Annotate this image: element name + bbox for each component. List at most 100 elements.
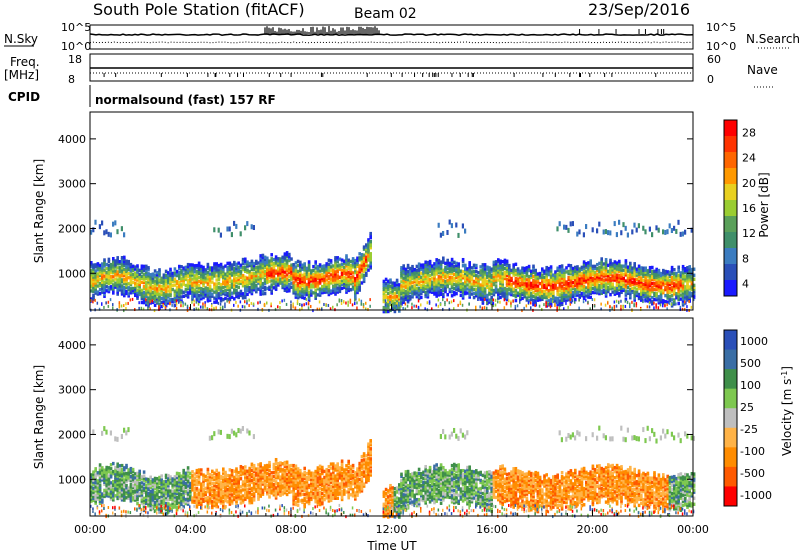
range-cell [103, 230, 105, 235]
range-cell [352, 303, 354, 306]
range-cell [160, 505, 162, 508]
range-cell [110, 232, 112, 237]
range-cell [407, 264, 410, 267]
noise-left-tick-bottom: 10^0 [61, 40, 91, 53]
range-cell [279, 301, 281, 304]
range-cell [438, 223, 440, 228]
range-cell [174, 304, 176, 307]
range-cell [354, 302, 356, 305]
velocity-heatmap [90, 426, 695, 519]
range-cell [559, 307, 561, 310]
range-cell [653, 306, 655, 309]
range-cell [213, 227, 215, 232]
colorbar-swatch [724, 264, 737, 281]
range-cell [534, 269, 537, 272]
range-cell [101, 504, 103, 507]
range-cell [607, 302, 609, 305]
range-cell [541, 308, 543, 311]
range-cell [226, 227, 228, 232]
range-cell [475, 264, 478, 267]
range-cell [499, 301, 501, 304]
range-cell [627, 301, 629, 304]
range-cell [515, 263, 518, 266]
range-cell [182, 304, 184, 307]
mhz-label: [MHz] [4, 68, 39, 82]
range-cell [649, 305, 651, 308]
range-cell [442, 257, 445, 260]
range-cell [101, 431, 103, 436]
range-cell [178, 299, 180, 302]
range-cell [193, 300, 195, 303]
station-title: South Pole Station (fitACF) [93, 0, 305, 19]
range-cell [288, 253, 291, 256]
range-cell [482, 307, 484, 310]
range-cell [495, 284, 498, 287]
range-cell [308, 260, 311, 263]
colorbar-swatch [724, 152, 737, 169]
range-cell [607, 230, 609, 235]
range-cell [125, 307, 127, 310]
range-cell [103, 426, 105, 431]
range-cell [420, 303, 422, 306]
range-cell [396, 279, 399, 282]
range-cell [622, 306, 624, 309]
range-cell [116, 437, 118, 442]
power-colorbar-label: Power [dB] [757, 172, 771, 237]
range-cell [642, 226, 644, 231]
range-cell [339, 298, 341, 301]
range-cell [651, 301, 653, 304]
range-cell [457, 304, 459, 307]
range-cell [567, 228, 569, 233]
range-cell [455, 223, 457, 228]
range-cell [451, 300, 453, 303]
range-cell [292, 303, 294, 306]
range-cell [319, 300, 321, 303]
range-cell [407, 305, 409, 308]
range-cell [176, 307, 178, 310]
range-cell [611, 282, 614, 285]
range-cell [147, 511, 149, 514]
range-cell [127, 260, 130, 263]
range-cell [631, 309, 633, 312]
colorbar-swatch [724, 120, 737, 137]
range-cell [116, 229, 118, 234]
range-cell [598, 222, 600, 227]
range-cell [176, 302, 178, 305]
range-cell [108, 301, 110, 304]
range-cell [108, 258, 111, 261]
range-cell [572, 221, 574, 226]
range-cell [198, 262, 201, 265]
range-cell [235, 224, 237, 229]
range-cell [616, 305, 618, 308]
range-cell [132, 298, 134, 301]
range-cell [411, 303, 413, 306]
range-cell [464, 264, 467, 267]
range-cell [673, 226, 675, 231]
range-cell [677, 266, 680, 269]
range-cell [534, 304, 536, 307]
range-cell [680, 232, 682, 237]
range-cell [550, 265, 553, 268]
range-cell [684, 230, 686, 235]
range-cell [385, 303, 387, 306]
range-cell [297, 300, 299, 303]
range-cell [123, 510, 125, 513]
range-cell [105, 301, 107, 304]
range-cell [242, 305, 244, 308]
range-cell [112, 506, 114, 509]
range-cell [468, 302, 470, 305]
range-cell [264, 292, 267, 295]
range-cell [486, 307, 488, 310]
range-cell [429, 260, 432, 263]
range-cell [609, 230, 611, 235]
range-cell [138, 504, 140, 507]
range-cell [369, 240, 372, 243]
range-cell [506, 302, 508, 305]
range-cell [92, 429, 94, 434]
range-cell [191, 301, 193, 304]
colorbar-tick-label: 20 [742, 177, 756, 190]
range-cell [160, 474, 163, 477]
range-cell [497, 300, 499, 303]
